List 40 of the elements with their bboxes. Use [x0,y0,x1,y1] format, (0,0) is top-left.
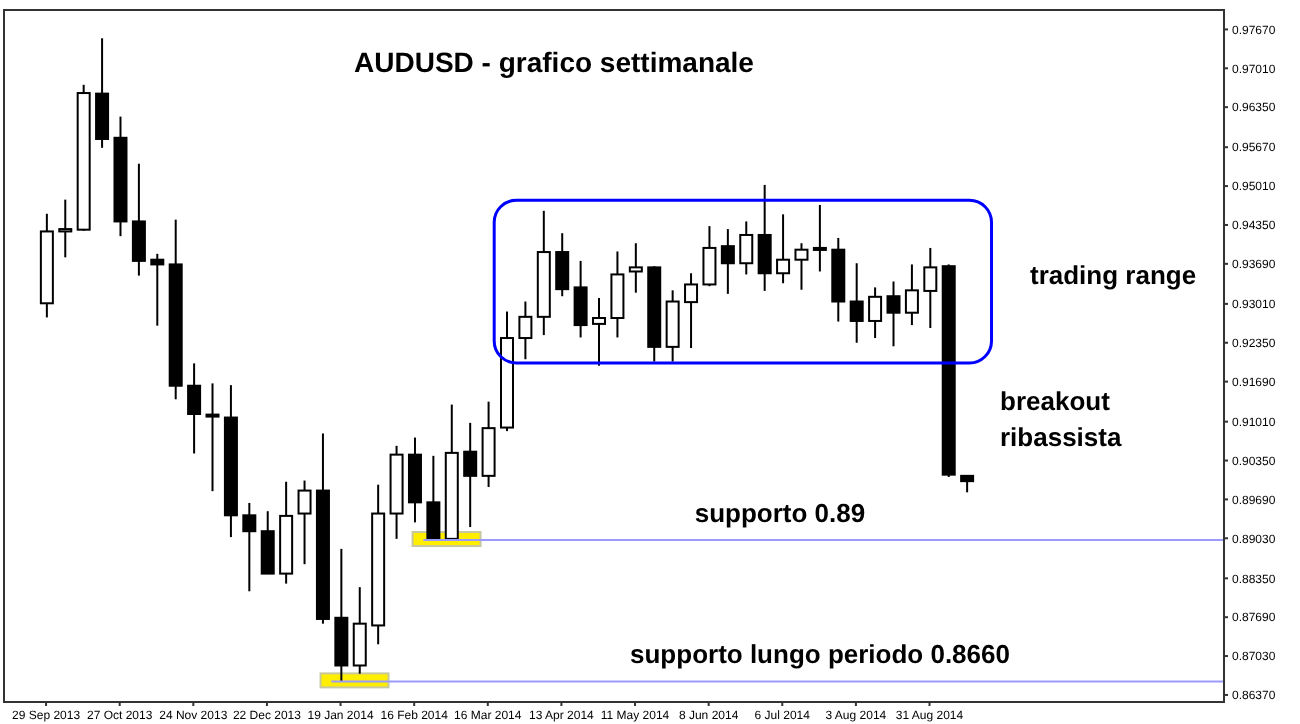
candlestick [426,454,441,542]
ref-line-label: supporto lungo periodo 0.8660 [630,639,1010,670]
candlestick [95,37,110,149]
candlestick [518,300,533,361]
candlestick [684,272,699,350]
candlestick [628,242,643,294]
candlestick [573,259,588,339]
candlestick [923,246,938,330]
candlestick [739,220,754,276]
candlestick [150,252,165,327]
candlestick [665,289,680,363]
candlestick [297,479,312,566]
candlestick [757,183,772,292]
candlestick [794,242,809,291]
candlestick [205,382,220,493]
candlestick [886,280,901,348]
candlestick [610,250,625,339]
annotation: trading range [1030,260,1197,290]
candlestick [849,262,864,344]
candlestick [776,213,791,285]
candlestick [868,286,883,340]
candlestick [352,586,367,675]
candlestick [187,362,202,455]
candlestick [592,296,607,367]
candlestick [242,501,257,593]
ref-line-label: supporto 0.89 [694,498,866,529]
candlestick [131,162,146,277]
annotation: breakout ribassista [1000,386,1123,452]
candlestick [334,547,349,683]
candlestick [481,400,496,489]
candlestick [555,232,570,298]
candlestick [812,203,827,273]
text: AUDUSD - grafico settimanale [354,46,755,78]
candlestick [58,198,73,259]
candlestick [463,421,478,529]
candlestick [720,228,735,295]
candlestick [260,510,275,575]
candlestick [904,263,919,327]
candlestick [702,225,717,288]
candlestick [407,436,422,524]
